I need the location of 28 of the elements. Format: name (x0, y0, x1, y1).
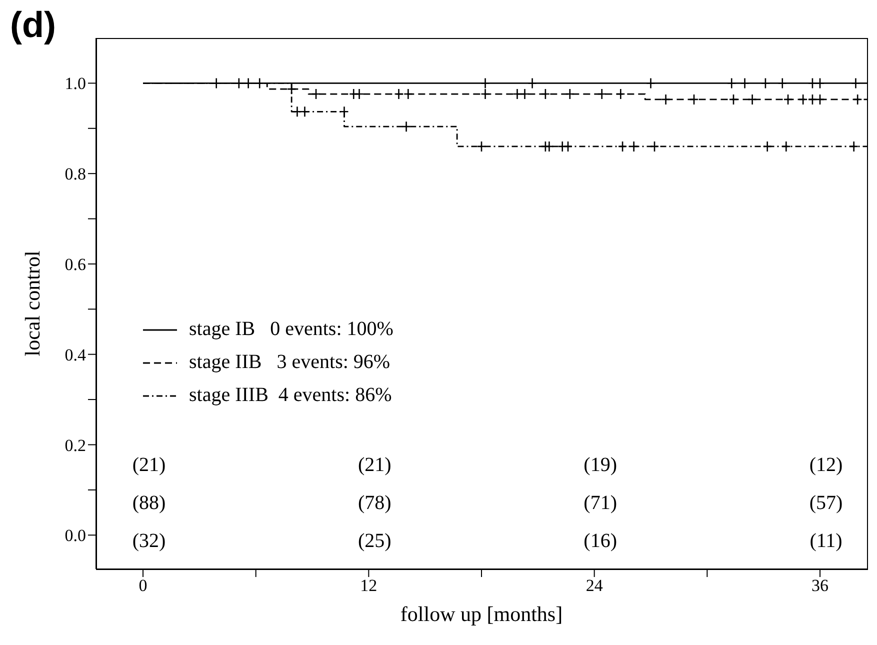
legend-label: stage IIB 3 events: 96% (189, 351, 390, 374)
annotation: (71) (584, 492, 617, 515)
y-axis-title: local control (20, 250, 44, 356)
annotation: (16) (584, 530, 617, 553)
annotation: (19) (584, 454, 617, 477)
legend-label: stage IB 0 events: 100% (189, 318, 394, 341)
annotation: (21) (132, 454, 166, 477)
annotation: (12) (809, 454, 843, 477)
x-tick-label: 36 (811, 576, 828, 596)
y-tick-label: 0.0 (64, 526, 86, 546)
x-tick-label: 0 (138, 576, 148, 596)
x-tick-label: 24 (586, 576, 604, 596)
annotation: (25) (358, 530, 392, 553)
y-tick-label: 1.0 (64, 74, 86, 94)
y-tick-label: 0.4 (64, 345, 86, 364)
annotation: (88) (132, 492, 166, 515)
y-tick-label: 0.6 (64, 254, 86, 274)
x-axis-title: follow up [months] (400, 602, 563, 626)
annotation: (32) (132, 530, 166, 553)
annotation: (21) (358, 454, 392, 477)
legend-label: stage IIIB 4 events: 86% (189, 384, 392, 407)
annotation: (57) (809, 492, 843, 515)
y-tick-label: 0.2 (64, 436, 86, 455)
annotation: (78) (358, 492, 392, 515)
x-tick-label: 12 (360, 576, 378, 596)
annotation: (11) (810, 530, 842, 553)
y-tick-label: 0.8 (64, 164, 86, 184)
chart-title: (d) (10, 4, 56, 46)
